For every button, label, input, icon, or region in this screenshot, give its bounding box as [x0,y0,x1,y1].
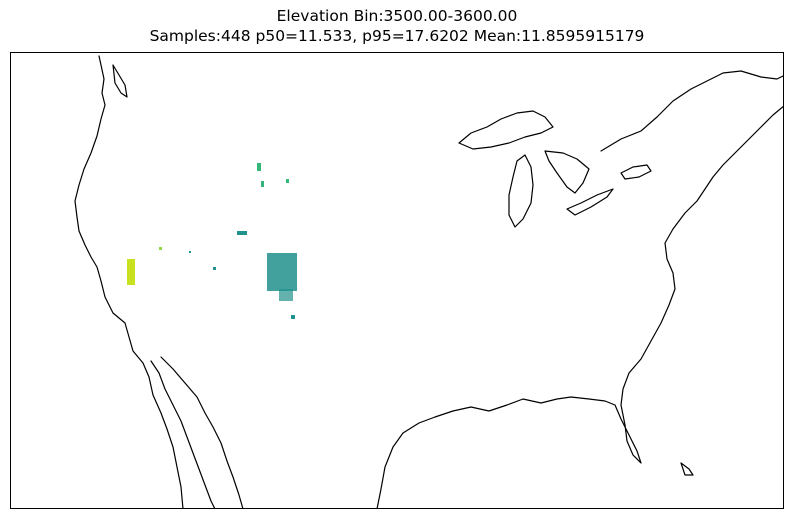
sample-point-utah-2 [213,267,216,270]
vancouver-island [112,64,128,98]
gulf-coastline [376,396,642,508]
sample-cluster-wyoming [257,163,261,171]
lake-erie [566,188,614,216]
lake-ontario [620,164,652,180]
atlantic-coastline [620,105,783,426]
sample-cluster-colorado-south [279,289,293,301]
st-lawrence-coastline [600,70,783,152]
sample-cluster-sierra [127,259,135,285]
lake-michigan [508,154,534,228]
sample-cluster-utah [237,231,247,235]
sample-point-nm [291,315,295,319]
lake-huron [544,150,590,194]
sample-point-nevada [159,247,162,250]
title-line-1: Elevation Bin:3500.00-3600.00 [276,7,518,25]
sample-cluster-colorado [267,253,297,291]
lake-superior [458,110,554,150]
sample-cluster-idaho [286,179,289,183]
title-line-2: Samples:448 p50=11.533, p95=17.6202 Mean… [149,27,645,45]
sample-point-az [189,251,191,253]
sample-points [127,163,297,319]
us-map [74,55,783,508]
bahamas-islands [680,462,694,476]
pacific-coastline [74,55,184,508]
map-title: Elevation Bin:3500.00-3600.00 Samples:44… [0,6,794,46]
map-frame [10,52,784,509]
sample-cluster-wyoming-2 [261,181,264,187]
baja-coastline [150,356,244,508]
